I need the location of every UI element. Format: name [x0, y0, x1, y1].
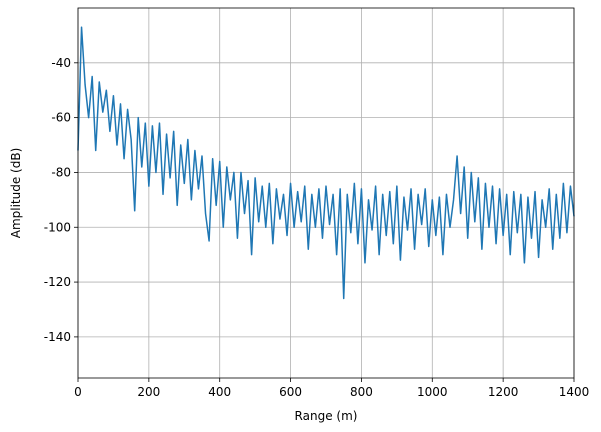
x-axis-label: Range (m) [295, 409, 358, 423]
x-tick-label: 1000 [417, 385, 448, 399]
y-tick-label: -40 [51, 56, 71, 70]
y-tick-label: -120 [44, 275, 71, 289]
y-tick-label: -100 [44, 220, 71, 234]
x-tick-label: 600 [279, 385, 302, 399]
x-tick-label: 1400 [559, 385, 590, 399]
plot-frame [77, 7, 575, 379]
y-tick-label: -80 [51, 165, 71, 179]
y-axis-label: Amplitude (dB) [9, 148, 23, 239]
x-tick-label: 0 [74, 385, 82, 399]
y-tick-label: -140 [44, 330, 71, 344]
line [77, 26, 575, 300]
y-tick-label: -60 [51, 111, 71, 125]
x-tick-label: 400 [208, 385, 231, 399]
x-tick-label: 800 [350, 385, 373, 399]
x-tick-label: 200 [137, 385, 160, 399]
x-tick-label: 1200 [488, 385, 519, 399]
